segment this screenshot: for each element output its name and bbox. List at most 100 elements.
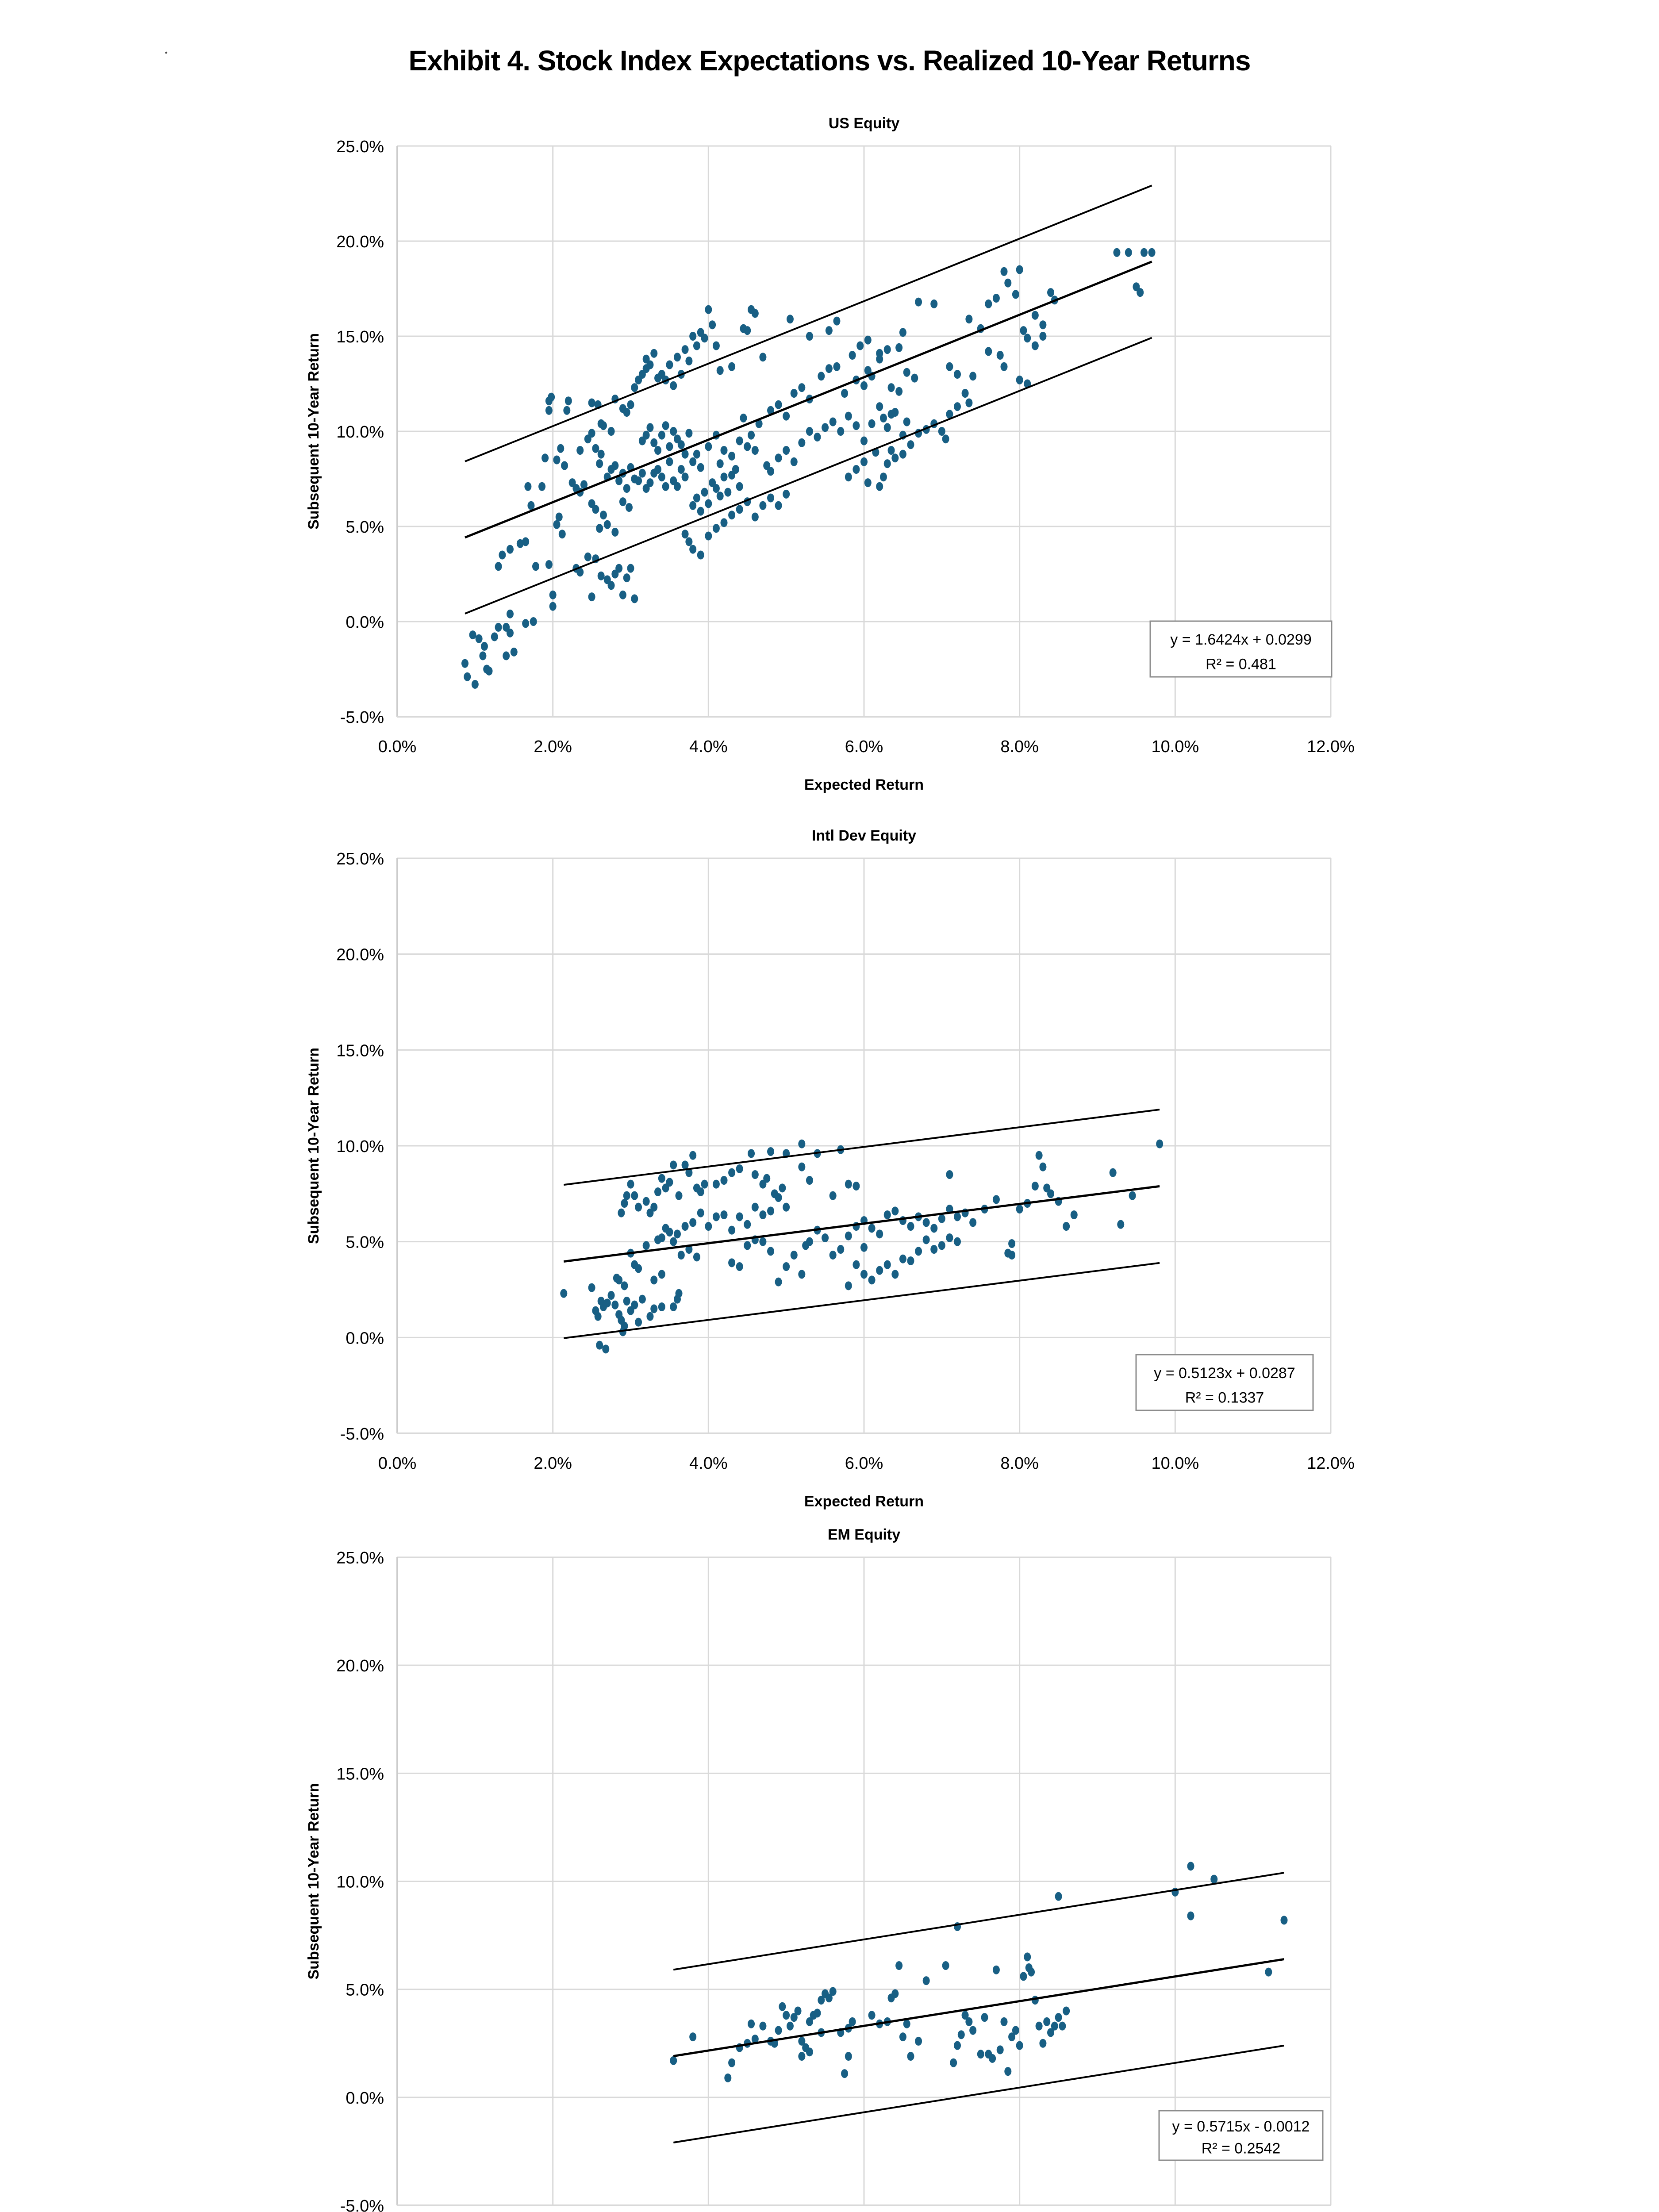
data-point xyxy=(485,666,493,676)
regression-equation: y = 0.5123x + 0.0287 xyxy=(1154,1365,1295,1382)
data-point xyxy=(922,1235,930,1244)
data-point xyxy=(849,351,856,360)
data-point xyxy=(588,592,595,602)
y-tick-label: 10.0% xyxy=(336,1137,384,1156)
data-point xyxy=(674,1229,681,1239)
data-point xyxy=(728,362,736,371)
data-point xyxy=(611,461,619,470)
data-point xyxy=(588,429,595,438)
data-point xyxy=(555,512,563,522)
data-point xyxy=(712,341,720,350)
data-point xyxy=(592,505,599,514)
data-point xyxy=(720,472,728,482)
data-point xyxy=(798,438,806,447)
data-point xyxy=(625,503,633,512)
data-point xyxy=(716,492,724,501)
data-point xyxy=(853,1182,860,1190)
data-point xyxy=(681,530,689,539)
data-point xyxy=(907,1256,914,1265)
data-point xyxy=(681,472,689,482)
data-point xyxy=(471,680,479,689)
data-point xyxy=(930,299,938,308)
data-point xyxy=(845,1281,852,1290)
data-point xyxy=(748,430,755,440)
data-point xyxy=(942,434,949,444)
data-point xyxy=(618,1208,625,1217)
data-point xyxy=(864,335,872,345)
data-point xyxy=(744,1220,751,1229)
data-point xyxy=(538,482,546,491)
data-point xyxy=(631,383,638,392)
data-point xyxy=(596,1340,603,1350)
data-point xyxy=(712,524,720,533)
data-point xyxy=(822,423,829,432)
data-point xyxy=(599,511,607,520)
data-point xyxy=(1024,1952,1031,1962)
data-point xyxy=(833,362,841,371)
data-point xyxy=(524,482,532,491)
data-point xyxy=(1265,1967,1272,1977)
data-point xyxy=(736,436,743,445)
us-equity-chart: US Equity 25.0% 20.0% 15.0% 10.0% 5.0% 0.0% -5.… xyxy=(305,115,1355,793)
data-point xyxy=(1020,326,1027,335)
data-point xyxy=(495,562,502,571)
data-point xyxy=(1024,334,1031,343)
data-point xyxy=(946,362,953,371)
r-squared: R² = 0.2542 xyxy=(1202,2140,1281,2157)
x-tick-label: 8.0% xyxy=(1000,1454,1039,1473)
data-point xyxy=(895,387,903,396)
data-point xyxy=(1012,290,1019,299)
y-tick-label: 20.0% xyxy=(336,233,384,251)
y-tick-label: 0.0% xyxy=(346,1329,384,1348)
data-point xyxy=(689,1218,697,1227)
data-point xyxy=(670,381,677,390)
data-point xyxy=(689,1151,697,1160)
lower-band-line xyxy=(673,2044,1284,2143)
data-point xyxy=(853,1260,860,1269)
data-point xyxy=(891,408,899,417)
data-point xyxy=(638,469,646,478)
data-point xyxy=(658,1270,665,1279)
regression-equation: y = 0.5715x - 0.0012 xyxy=(1172,2118,1310,2135)
y-tick-label: 5.0% xyxy=(346,1233,384,1252)
data-point xyxy=(677,440,685,449)
data-point xyxy=(946,1170,953,1179)
data-point xyxy=(822,1233,829,1242)
data-point xyxy=(689,2032,697,2042)
data-point xyxy=(584,552,591,561)
data-point xyxy=(596,524,603,533)
data-point xyxy=(561,461,568,470)
x-tick-label: 10.0% xyxy=(1151,737,1199,756)
exhibit-title: Exhibit 4. Stock Index Expectations vs. … xyxy=(408,45,1251,77)
data-point xyxy=(833,316,841,326)
data-point xyxy=(860,457,868,466)
data-point xyxy=(1043,2017,1051,2026)
data-point xyxy=(954,1237,961,1246)
data-point xyxy=(876,349,883,358)
data-point xyxy=(954,402,961,411)
data-point xyxy=(903,417,910,426)
data-point xyxy=(856,341,864,350)
data-point xyxy=(1016,265,1023,274)
data-point xyxy=(744,442,751,451)
data-point xyxy=(996,2045,1004,2055)
data-point xyxy=(794,2006,802,2016)
data-point xyxy=(491,632,498,641)
data-point xyxy=(674,353,681,362)
upper-band-line xyxy=(465,184,1152,462)
data-point xyxy=(1039,1162,1047,1171)
data-point xyxy=(740,413,747,422)
data-point xyxy=(883,423,891,432)
data-point xyxy=(985,347,992,356)
data-point xyxy=(642,430,650,440)
data-point xyxy=(553,455,561,465)
data-point xyxy=(670,2056,677,2065)
data-point xyxy=(545,406,553,415)
data-point xyxy=(1117,1220,1125,1229)
data-point xyxy=(736,1212,743,1221)
data-point xyxy=(1012,2026,1019,2035)
data-point xyxy=(516,539,524,548)
y-tick-label: 25.0% xyxy=(336,850,384,868)
data-point xyxy=(728,1168,736,1177)
data-point xyxy=(685,1168,693,1177)
